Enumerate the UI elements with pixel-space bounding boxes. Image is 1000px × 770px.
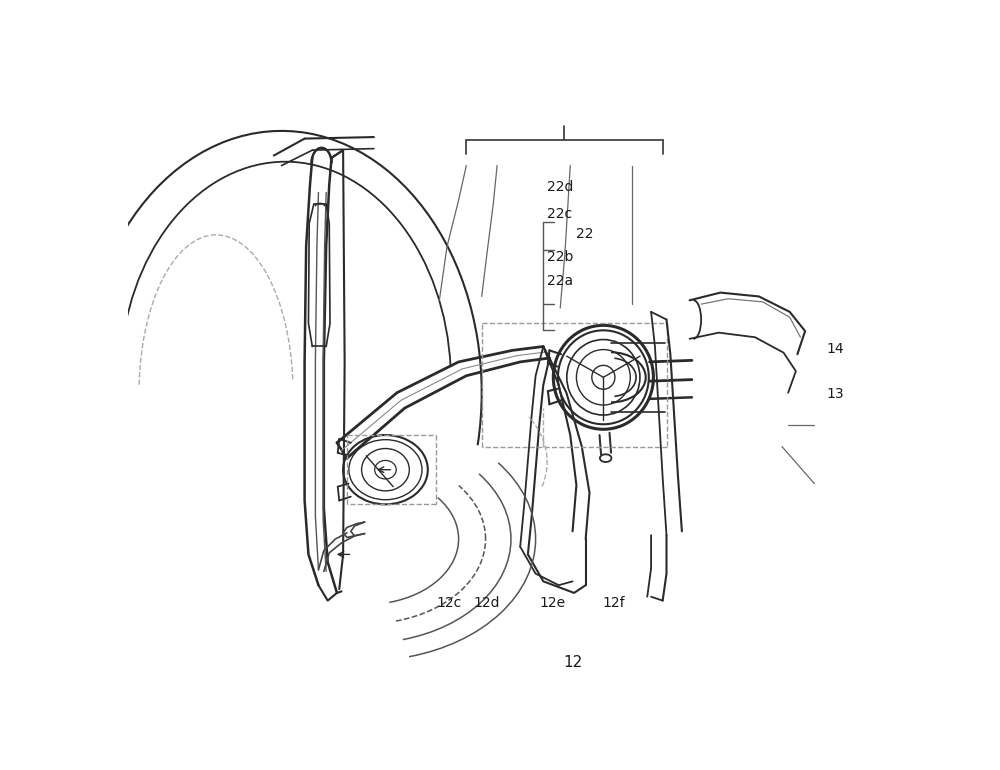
Text: 22d: 22d bbox=[547, 180, 574, 194]
Text: 22a: 22a bbox=[547, 274, 573, 288]
Text: 22b: 22b bbox=[547, 249, 574, 263]
Text: 12c: 12c bbox=[437, 597, 462, 611]
Text: 14: 14 bbox=[827, 342, 844, 356]
Text: 12e: 12e bbox=[539, 597, 566, 611]
Text: 22: 22 bbox=[576, 226, 593, 240]
Text: 12: 12 bbox=[563, 655, 582, 670]
Text: 13: 13 bbox=[827, 387, 844, 400]
Text: 12d: 12d bbox=[473, 597, 500, 611]
Text: 22c: 22c bbox=[547, 207, 572, 221]
Text: 12f: 12f bbox=[603, 597, 625, 611]
